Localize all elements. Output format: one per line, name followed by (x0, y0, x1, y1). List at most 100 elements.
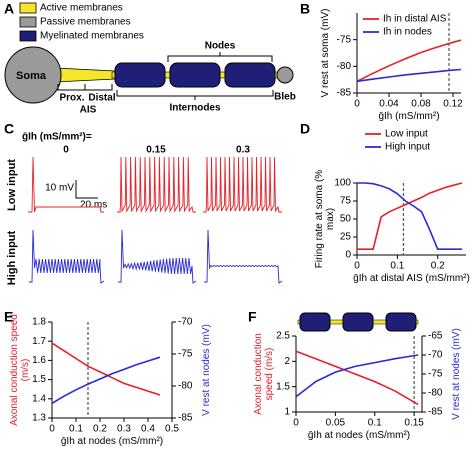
x-tick-label: 0 (49, 424, 55, 435)
data-line (356, 68, 462, 83)
legend: Active membranes Passive membranes Myeli… (19, 2, 144, 42)
column-label: 0.3 (236, 145, 250, 156)
y-tick-label: 1.7 (32, 336, 46, 347)
y-tick-label: 1.8 (32, 317, 46, 328)
y-tick-label: -85 (337, 88, 352, 99)
y-tick-label: 1.5 (32, 374, 46, 385)
x-tick-label: 0 (293, 418, 299, 429)
y-tick-label: 1.3 (32, 413, 46, 424)
x-tick-label: 0 (354, 261, 360, 272)
x-tick-label: 0.2 (431, 261, 445, 272)
voltage-trace (117, 156, 196, 213)
y2-tick-label: -65 (428, 331, 443, 342)
y-tick-label: -75 (337, 34, 352, 45)
y2-tick-label: -70 (428, 350, 443, 361)
trace-header: ḡIh (mS/mm²)= (22, 132, 92, 143)
x-tick-label: 0 (354, 99, 360, 110)
panel-label: E (4, 309, 13, 325)
distal-label: Distal (88, 93, 115, 104)
y-tick-label: 1 (284, 407, 290, 418)
x-tick-label: 0.3 (117, 424, 131, 435)
bleb-label: Bleb (274, 92, 296, 103)
legend-swatch (19, 2, 37, 14)
neuron (4, 46, 294, 104)
y-axis-label: Axonal conduction speed (m/s) (253, 333, 275, 415)
scale-bar (75, 180, 98, 199)
x-axis-label: ḡIh at distal AIS (mS/mm²) (353, 272, 470, 284)
prox-label: Prox. (59, 93, 84, 104)
axon-icon (297, 312, 419, 332)
y-tick-label: 2.5 (276, 331, 290, 342)
axis-line (51, 322, 173, 419)
nodes-label: Nodes (205, 41, 236, 52)
panel-label: D (300, 121, 310, 137)
legend-label: Ih in nodes (383, 27, 432, 38)
row-label: High input (6, 230, 18, 285)
y-tick-label: 2 (284, 356, 290, 367)
y-tick-label: 1.6 (32, 355, 46, 366)
y-tick-label: 100 (334, 178, 351, 189)
x-tick-label: 0.1 (390, 261, 404, 272)
data-line (356, 39, 462, 83)
legend-label: Ih in distal AIS (383, 14, 447, 25)
internode (342, 312, 374, 332)
legend-label: Passive membranes (40, 17, 131, 28)
voltage-trace (118, 229, 197, 284)
data-line (51, 342, 161, 396)
bleb (276, 66, 294, 84)
x-tick-label: 0.1 (368, 418, 382, 429)
ais-label: AIS (80, 105, 97, 116)
axis-line (356, 13, 461, 94)
x-axis-label: ḡIh (mS/mm²) (378, 110, 440, 122)
scale-label: 20 ms (80, 200, 107, 211)
legend-label: Low input (385, 129, 428, 140)
x-tick-label: 0.15 (404, 418, 424, 429)
y-tick-label: 50 (340, 214, 352, 225)
panel-label: B (300, 1, 310, 17)
ais (54, 67, 116, 83)
internode (385, 312, 417, 332)
y-axis-label: Firing rate at soma (% max) (314, 169, 336, 269)
axis-line (295, 336, 423, 413)
legend-swatch (19, 16, 37, 28)
y-tick-label: 1.4 (32, 393, 46, 404)
bracket (57, 84, 113, 91)
x-tick-label: 0.4 (141, 424, 155, 435)
panel-label: C (4, 121, 14, 137)
data-line (51, 356, 161, 404)
x-axis-label: ḡIh at nodes (mS/mm²) (60, 435, 164, 447)
voltage-trace (204, 229, 283, 284)
internode (224, 62, 276, 88)
internode (299, 312, 331, 332)
legend-label: Myelinated membranes (40, 31, 144, 42)
y-axis-label: Axonal conduction speed (m/s) (9, 314, 31, 426)
data-line (357, 182, 462, 250)
y-tick-label: -80 (337, 61, 352, 72)
data-line (357, 182, 463, 250)
legend-swatch (19, 30, 37, 42)
voltage-trace (28, 156, 104, 213)
internodes-label: Internodes (169, 103, 221, 114)
y-axis-label: V rest at soma (mV) (319, 8, 331, 98)
column-label: 0.15 (146, 145, 166, 156)
x-tick-label: 0.05 (326, 418, 346, 429)
y2-axis-label: V rest at nodes (mV) (200, 324, 212, 416)
row-label: Low input (6, 159, 18, 211)
soma-label: Soma (16, 70, 47, 82)
x-tick-label: 0.5 (165, 424, 179, 435)
panel-label: A (4, 1, 14, 17)
voltage-trace (29, 229, 105, 284)
y2-tick-label: -85 (428, 407, 443, 418)
column-label: 0 (63, 145, 69, 156)
y2-tick-label: -80 (178, 381, 193, 392)
internode (169, 62, 221, 88)
x-tick-label: 0.04 (379, 99, 399, 110)
y-tick-label: 1.5 (276, 381, 290, 392)
x-tick-label: 0.08 (411, 99, 431, 110)
legend-label: Active membranes (40, 3, 123, 14)
y2-tick-label: -85 (178, 413, 193, 424)
y-tick-label: 25 (340, 232, 352, 243)
bracket (116, 90, 274, 100)
